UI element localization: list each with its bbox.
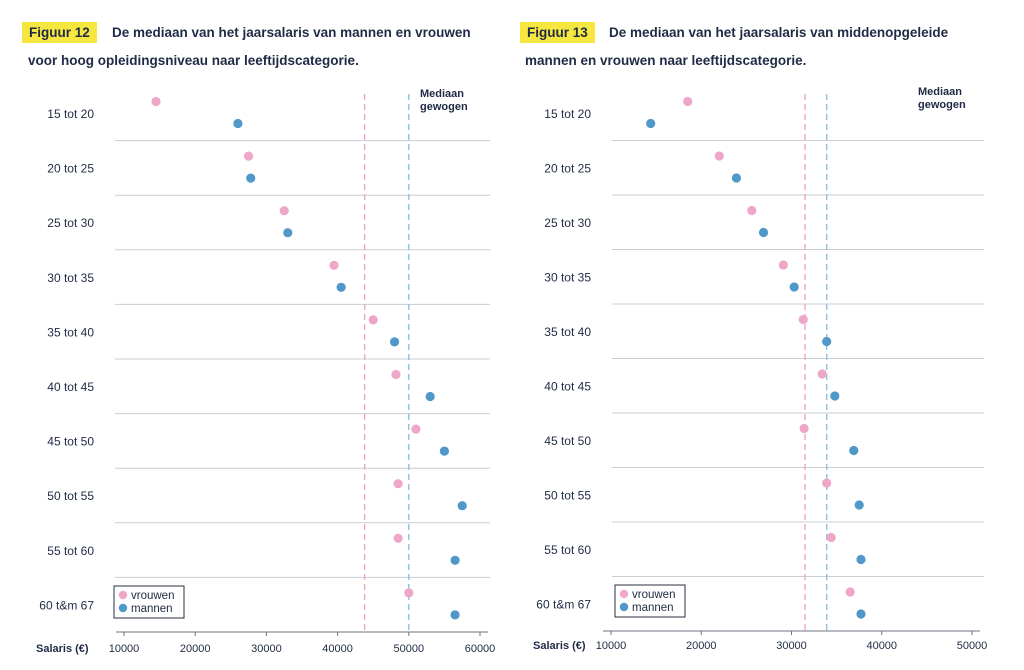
category-label: 25 tot 30 (544, 216, 591, 230)
category-label: 40 tot 45 (47, 380, 94, 394)
data-point-vrouwen (822, 478, 832, 488)
data-point-mannen (822, 336, 832, 347)
x-axis-title: Salaris (€) (36, 643, 89, 655)
x-tick-label: 40000 (322, 643, 353, 655)
data-point-mannen (856, 554, 866, 565)
figure-12-panel: Figuur 12 De mediaan van het jaarsalaris… (22, 22, 496, 655)
data-point-vrouwen (799, 423, 809, 434)
legend-marker-vrouwen (619, 589, 629, 599)
data-point-vrouwen (279, 206, 289, 216)
figure-title-line1: De mediaan van het jaarsalaris van midde… (609, 25, 949, 40)
data-point-vrouwen (714, 151, 724, 161)
x-tick-label: 50000 (394, 643, 425, 655)
data-point-vrouwen (798, 314, 808, 325)
data-point-vrouwen (826, 532, 836, 543)
data-point-vrouwen (391, 369, 401, 380)
x-tick-label: 60000 (465, 643, 496, 655)
data-point-vrouwen (393, 533, 403, 543)
legend-label: vrouwen (131, 590, 174, 602)
median-label: gewogen (420, 101, 468, 113)
median-label: Mediaan (918, 86, 962, 98)
category-label: 20 tot 25 (544, 162, 591, 176)
category-label: 25 tot 30 (47, 216, 94, 230)
data-point-mannen (233, 118, 243, 129)
legend-label: mannen (632, 602, 674, 614)
legend-box (614, 584, 686, 618)
data-point-mannen (439, 446, 449, 456)
figure-title-line2: mannen en vrouwen naar leeftijdscategori… (525, 53, 807, 68)
data-point-mannen (646, 118, 656, 129)
data-point-mannen (336, 282, 346, 292)
x-tick-label: 30000 (776, 640, 807, 652)
legend-box (113, 585, 185, 619)
data-point-vrouwen (747, 205, 757, 216)
category-label: 55 tot 60 (544, 543, 591, 557)
category-label: 55 tot 60 (47, 544, 94, 558)
data-point-mannen (758, 227, 769, 238)
data-point-vrouwen (845, 587, 855, 597)
category-label: 60 t&m 67 (39, 598, 94, 612)
data-point-mannen (450, 555, 460, 565)
data-point-vrouwen (411, 424, 421, 434)
data-point-mannen (283, 228, 293, 238)
legend-label: mannen (131, 603, 173, 615)
category-label: 35 tot 40 (544, 325, 591, 339)
category-label: 15 tot 20 (544, 107, 591, 121)
data-point-vrouwen (393, 479, 403, 489)
x-tick-label: 10000 (596, 640, 627, 652)
figure-title-line2: voor hoog opleidingsniveau naar leeftijd… (28, 53, 359, 68)
data-point-mannen (849, 445, 859, 456)
legend-marker-mannen (118, 603, 128, 613)
category-label: 60 t&m 67 (536, 598, 591, 612)
data-point-vrouwen (683, 96, 693, 107)
data-point-mannen (425, 391, 435, 402)
median-label: Mediaan (420, 88, 464, 100)
x-tick-label: 20000 (686, 640, 717, 652)
x-tick-label: 10000 (109, 643, 140, 655)
data-point-vrouwen (244, 151, 254, 161)
data-point-mannen (450, 610, 460, 620)
x-tick-label: 50000 (957, 640, 988, 652)
category-label: 45 tot 50 (47, 435, 94, 449)
figure-badge: Figuur 13 (520, 22, 595, 43)
data-point-vrouwen (404, 588, 414, 598)
legend-marker-mannen (619, 602, 629, 612)
legend-marker-vrouwen (118, 590, 128, 600)
data-point-mannen (856, 609, 866, 619)
category-label: 35 tot 40 (47, 325, 94, 339)
category-label: 50 tot 55 (544, 489, 591, 503)
legend-label: vrouwen (632, 589, 675, 601)
data-point-vrouwen (329, 260, 339, 270)
x-tick-label: 40000 (866, 640, 897, 652)
x-tick-label: 30000 (251, 643, 282, 655)
x-axis-title: Salaris (€) (533, 640, 586, 652)
data-point-mannen (731, 173, 742, 183)
category-label: 30 tot 35 (47, 271, 94, 285)
figure-badge: Figuur 12 (22, 22, 97, 43)
data-point-vrouwen (368, 315, 378, 325)
category-label: 15 tot 20 (47, 107, 94, 121)
x-tick-label: 20000 (180, 643, 211, 655)
data-point-mannen (246, 173, 256, 183)
median-label: gewogen (918, 99, 966, 111)
category-label: 20 tot 25 (47, 162, 94, 176)
data-point-vrouwen (817, 369, 827, 379)
data-point-vrouwen (778, 260, 788, 270)
data-point-mannen (789, 282, 799, 292)
category-label: 45 tot 50 (544, 434, 591, 448)
category-label: 50 tot 55 (47, 489, 94, 503)
data-point-mannen (830, 391, 840, 401)
figure-title-line1: De mediaan van het jaarsalaris van manne… (112, 25, 471, 40)
data-point-mannen (854, 500, 864, 510)
data-point-mannen (457, 501, 467, 511)
data-point-vrouwen (151, 96, 161, 107)
data-point-mannen (389, 337, 400, 347)
figure-13-panel: Figuur 13 De mediaan van het jaarsalaris… (512, 0, 1024, 670)
category-label: 40 tot 45 (544, 380, 591, 394)
category-label: 30 tot 35 (544, 271, 591, 285)
